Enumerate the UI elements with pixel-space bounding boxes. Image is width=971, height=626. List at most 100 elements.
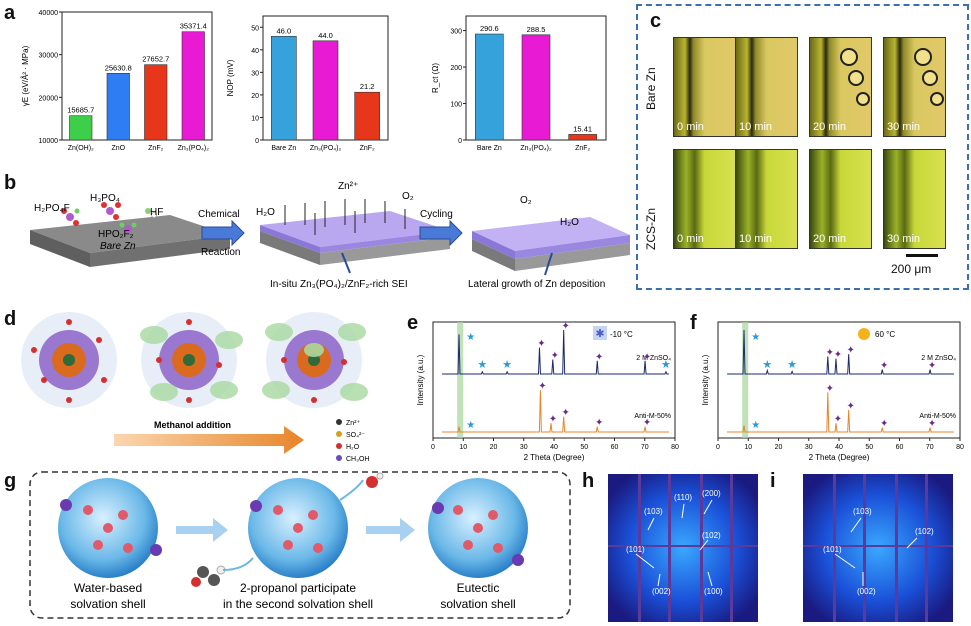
cross-marker-icon: ✦ (551, 350, 559, 361)
cross-marker-icon: ✦ (834, 414, 842, 425)
cross-marker-icon: ✦ (595, 418, 603, 429)
process-arrow (366, 518, 415, 542)
time-label: 0 min (677, 121, 704, 133)
plot-frame (61, 11, 213, 141)
star-marker-icon: ★ (751, 332, 760, 343)
x-tick-label: Zn₃(PO₄)₂ (520, 145, 552, 152)
cross-marker-icon: ✦ (643, 352, 651, 363)
x-tick-label: ZnF₂ (575, 145, 590, 152)
h2o-label: H₂O (256, 207, 275, 218)
solvation-sheath (262, 312, 368, 408)
detector-gap (668, 474, 671, 622)
x-tick-label: 20 (490, 444, 498, 451)
detector-gap (608, 545, 758, 547)
x-tick-label: 30 (520, 444, 528, 451)
panel-c-frame (636, 4, 969, 290)
x-tick-label: 40 (550, 444, 558, 451)
bar (271, 35, 297, 141)
y-tick-label: 10000 (39, 138, 59, 145)
callout-line (341, 252, 351, 274)
y-axis-label: NOP (mV) (226, 59, 235, 96)
fluorophosphate-molecule-icon (119, 222, 137, 233)
bar-value-label: 44.0 (318, 31, 333, 40)
cross-marker-icon: ✦ (826, 347, 834, 358)
caption-eutectic-line1: Eutectic (457, 581, 500, 595)
bar-value-label: 27652.7 (142, 55, 169, 64)
detector-gap (638, 474, 641, 622)
cross-marker-icon: ✦ (846, 345, 854, 356)
species-label: HF (150, 207, 163, 218)
x-tick-label: Bare Zn (477, 145, 502, 152)
x-tick-label: 50 (865, 444, 873, 451)
bubble (856, 92, 870, 106)
cross-marker-icon: ✦ (643, 418, 651, 429)
time-label: 20 min (813, 121, 847, 133)
diffraction-pattern-h: (110) (200) (103) (102) (101) (002) (100) (608, 474, 758, 622)
cross-marker-icon: ✦ (561, 408, 569, 419)
plane-pointer (647, 517, 655, 531)
bar-chart-nop: 0 10 20 30 40 50 46.0 Bare Zn 44.0 Zn₃(PO₄)₂ 21.2 Z… (226, 15, 389, 152)
plane-label: (110) (674, 493, 692, 502)
time-label: 20 min (813, 233, 847, 245)
star-marker-icon: ★ (477, 359, 487, 371)
cycling-arrow (419, 219, 463, 247)
methanol-addition-arrow (114, 426, 304, 454)
caption-propanol-line2: in the second solvation shell (223, 597, 373, 611)
detector-gap (803, 545, 953, 547)
bar-value-label: 35371.4 (180, 22, 207, 31)
row-label-bare-zn: Bare Zn (644, 67, 658, 110)
y-tick-label: 100 (450, 102, 462, 109)
caption-water-based-line2: solvation shell (70, 597, 145, 611)
cross-marker-icon: ✦ (595, 352, 603, 363)
star-marker-icon: ★ (466, 420, 475, 431)
panel-label-f: f (690, 312, 697, 334)
bar (568, 134, 597, 141)
propanol-solvation-schematic: Water-based solvation shell 2-propanol p… (29, 471, 571, 619)
sulfate-ions (60, 499, 524, 566)
zn-ion-arrows (284, 199, 406, 235)
x-tick-label: Bare Zn (271, 145, 296, 152)
x-tick-label: ZnF₂ (148, 145, 163, 152)
detector-gap (895, 474, 898, 622)
bar-value-label: 288.5 (527, 25, 546, 34)
star-marker-icon: ★ (762, 359, 772, 371)
plane-label: (002) (857, 587, 876, 596)
plane-label: (103) (644, 507, 663, 516)
panel-label-a: a (4, 2, 16, 24)
phosphate-molecule-icon (61, 208, 80, 226)
x-tick-label: 20 (775, 444, 783, 451)
x-tick-label: 70 (926, 444, 934, 451)
plane-pointer (681, 503, 685, 519)
water-leaving-icon (366, 472, 384, 488)
phosphate-molecule-icon (101, 202, 121, 220)
cross-marker-icon: ✦ (928, 419, 936, 430)
cross-marker-icon: ✦ (928, 361, 936, 372)
panel-label-g: g (4, 470, 17, 492)
caption-water-based-line1: Water-based (74, 581, 142, 595)
star-marker-icon: ★ (466, 332, 475, 343)
series-label: Anti-M-50% (634, 413, 671, 420)
deposition-caption: Lateral growth of Zn deposition (468, 279, 605, 290)
star-marker-icon: ★ (661, 359, 671, 371)
species-label: HPO₂F₂ (98, 229, 134, 240)
solvation-sheath (21, 312, 117, 408)
bubble (848, 70, 864, 86)
bar-value-label: 46.0 (277, 26, 292, 35)
microscope-image: 30 min (883, 37, 946, 137)
arrow-label-chemical: Chemical (198, 209, 240, 220)
species-label: H₃PO₄ (90, 193, 120, 204)
bubble (922, 70, 938, 86)
x-tick-label: 80 (956, 444, 964, 451)
water-molecules (83, 505, 503, 553)
x-tick-label: 0 (716, 444, 720, 451)
xrd-trace (442, 390, 669, 433)
bar-value-label: 25630.8 (105, 63, 132, 72)
bar (144, 64, 168, 141)
legend-label: CH₃OH (346, 456, 369, 463)
sulfate-legend-icon (336, 431, 342, 437)
x-tick-label: 60 (611, 444, 619, 451)
y-tick-label: 10 (251, 115, 259, 122)
microscope-image: 10 min (735, 149, 798, 249)
lateral-deposition-slab (472, 217, 630, 271)
diffraction-pattern-i: (103) (102) (101) (002) (803, 474, 953, 622)
